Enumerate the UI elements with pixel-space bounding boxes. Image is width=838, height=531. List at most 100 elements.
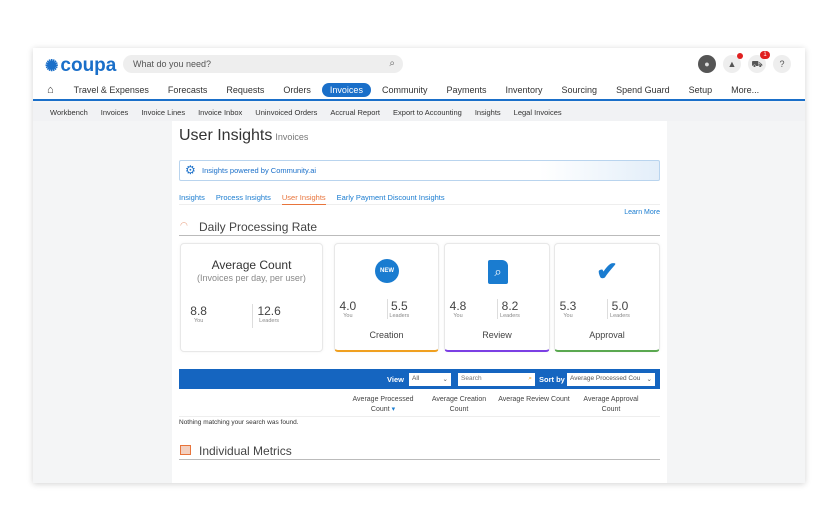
search-placeholder: Search: [461, 375, 482, 382]
divider: [251, 304, 253, 328]
metrics-search-input[interactable]: Search ⌕: [458, 373, 535, 386]
leaders-label: Leaders: [500, 313, 520, 319]
average-count-card: Average Count (Invoices per day, per use…: [180, 243, 323, 352]
new-badge-icon: NEW: [375, 259, 399, 283]
page-subtitle: Invoices: [275, 132, 309, 142]
subnav-invoices[interactable]: Invoices: [100, 107, 129, 117]
subnav-invoice-inbox[interactable]: Invoice Inbox: [198, 107, 243, 117]
nav-sourcing[interactable]: Sourcing: [561, 84, 598, 95]
leaders-label: Leaders: [259, 318, 280, 324]
average-leaders-value: 12.6: [257, 304, 281, 318]
cart-icon[interactable]: ⛟ 1: [748, 51, 770, 73]
you-label: You: [343, 313, 353, 319]
nav-travel[interactable]: Travel & Expenses: [73, 84, 149, 95]
subnav-accrual-report[interactable]: Accrual Report: [330, 107, 381, 117]
creation-card[interactable]: NEW 4.0 You 5.5 Leaders Creation: [334, 243, 439, 352]
presentation-icon: [180, 445, 191, 455]
header: ✺ coupa What do you need? ⌕ ● ▲ ⛟ 1 ?: [33, 48, 805, 80]
col-avg-approval[interactable]: Average Approval Count: [583, 396, 639, 413]
view-value: All: [412, 375, 420, 382]
document-search-icon: ⌕: [488, 260, 508, 284]
you-label: You: [193, 318, 204, 324]
daily-processing-header: ◠ Daily Processing Rate: [179, 220, 660, 236]
nav-community[interactable]: Community: [381, 84, 428, 95]
nav-spend-guard[interactable]: Spend Guard: [616, 84, 670, 95]
average-you-value: 8.8: [190, 304, 207, 318]
approval-you-value: 5.3: [559, 299, 577, 313]
search-icon[interactable]: ⌕: [389, 58, 395, 69]
approval-leaders-value: 5.0: [611, 299, 629, 313]
avatar[interactable]: ●: [698, 55, 716, 73]
empty-message: Nothing matching your search was found.: [179, 419, 299, 426]
divider: [386, 299, 388, 319]
sub-nav: Workbench Invoices Invoice Lines Invoice…: [33, 103, 805, 121]
review-label: Review: [482, 330, 512, 340]
search-icon[interactable]: ⌕: [528, 375, 532, 382]
tab-early-payment[interactable]: Early Payment Discount Insights: [336, 193, 445, 202]
tab-insights[interactable]: Insights: [179, 193, 205, 202]
approval-label: Approval: [589, 330, 625, 340]
col-avg-review[interactable]: Average Review Count: [498, 396, 570, 403]
review-you-value: 4.8: [449, 299, 467, 313]
review-card[interactable]: ⌕ 4.8 You 8.2 Leaders Review: [444, 243, 550, 352]
sort-value: Average Processed Cou: [570, 375, 641, 382]
you-label: You: [453, 313, 463, 319]
divider: [497, 299, 498, 319]
logo-gear-icon: ✺: [45, 58, 59, 75]
average-subtitle: (Invoices per day, per user): [197, 273, 306, 283]
subnav-legal-invoices[interactable]: Legal Invoices: [513, 107, 562, 117]
individual-metrics-header: Individual Metrics: [179, 444, 660, 460]
app-window: ✺ coupa What do you need? ⌕ ● ▲ ⛟ 1 ? ⌂ Tra…: [33, 48, 805, 483]
main-content: User Insights Invoices ⚙ Insights powered …: [172, 121, 667, 483]
notification-dot: [737, 53, 743, 59]
col-avg-processed[interactable]: Average Processed Count ▾: [352, 396, 414, 413]
tab-user-insights[interactable]: User Insights: [281, 193, 326, 205]
sort-label: Sort by: [539, 375, 565, 384]
help-icon[interactable]: ?: [773, 55, 791, 73]
global-search[interactable]: What do you need? ⌕: [123, 55, 403, 73]
nav-inventory[interactable]: Inventory: [505, 84, 543, 95]
nav-setup[interactable]: Setup: [688, 84, 713, 95]
subnav-invoice-lines[interactable]: Invoice Lines: [141, 107, 186, 117]
tab-process-insights[interactable]: Process Insights: [215, 193, 271, 202]
average-title: Average Count: [211, 258, 292, 272]
checkmark-icon: ✔: [596, 256, 618, 286]
subnav-export[interactable]: Export to Accounting: [393, 107, 462, 117]
main-nav: ⌂ Travel & Expenses Forecasts Requests O…: [33, 80, 805, 101]
nav-more[interactable]: More...: [731, 84, 760, 95]
leaders-label: Leaders: [389, 313, 410, 319]
creation-you-value: 4.0: [339, 299, 357, 313]
search-placeholder: What do you need?: [133, 59, 212, 69]
gauge-icon: ◠: [180, 220, 188, 230]
table-divider: [179, 416, 660, 417]
you-label: You: [563, 313, 573, 319]
coupa-logo[interactable]: ✺ coupa: [45, 55, 117, 76]
view-label: View: [387, 375, 404, 384]
community-ai-banner: ⚙ Insights powered by Community.ai: [179, 160, 660, 181]
page-title: User Insights Invoices: [179, 127, 309, 144]
nav-invoices[interactable]: Invoices: [321, 82, 371, 97]
approval-card[interactable]: ✔ 5.3 You 5.0 Leaders Approval: [554, 243, 660, 352]
chevron-down-icon: ⌄: [646, 375, 652, 383]
learn-more-link[interactable]: Learn More: [624, 209, 660, 216]
subnav-uninvoiced-orders[interactable]: Uninvoiced Orders: [255, 107, 318, 117]
creation-label: Creation: [369, 330, 404, 340]
divider: [607, 299, 608, 319]
metrics-toolbar: View All ⌄ Search ⌕ Sort by Average Proces…: [179, 369, 660, 389]
community-ai-icon: ⚙: [185, 163, 196, 177]
sort-select[interactable]: Average Processed Cou ⌄: [567, 373, 655, 386]
view-select[interactable]: All ⌄: [409, 373, 451, 386]
col-avg-creation[interactable]: Average Creation Count: [431, 396, 487, 413]
subnav-workbench[interactable]: Workbench: [50, 107, 88, 117]
review-leaders-value: 8.2: [501, 299, 519, 313]
subnav-insights[interactable]: Insights: [474, 107, 501, 117]
sort-desc-icon: ▾: [391, 406, 396, 413]
nav-payments[interactable]: Payments: [446, 84, 487, 95]
nav-requests[interactable]: Requests: [226, 84, 265, 95]
cart-badge: 1: [760, 51, 770, 59]
home-icon[interactable]: ⌂: [47, 83, 54, 96]
banner-link[interactable]: Insights powered by Community.ai: [202, 166, 317, 175]
nav-forecasts[interactable]: Forecasts: [167, 84, 208, 95]
nav-orders[interactable]: Orders: [283, 84, 311, 95]
bell-icon[interactable]: ▲: [723, 53, 743, 73]
